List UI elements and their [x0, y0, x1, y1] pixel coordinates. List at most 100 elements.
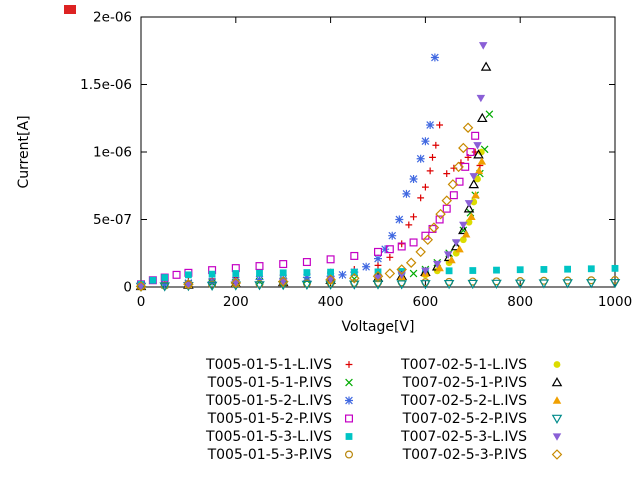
data-point	[398, 240, 406, 248]
data-point	[349, 272, 360, 284]
data-point	[478, 42, 488, 50]
data-point	[409, 238, 418, 247]
data-point	[345, 414, 354, 423]
data-point	[464, 200, 474, 208]
x-tick-label: 1000	[598, 294, 632, 310]
data-point	[459, 236, 467, 244]
data-point	[450, 241, 462, 251]
data-point	[443, 279, 455, 290]
y-tick-label: 0	[123, 280, 132, 296]
data-point	[435, 263, 444, 272]
data-point	[326, 276, 335, 284]
data-point	[551, 414, 563, 424]
data-point	[426, 167, 434, 175]
data-point	[477, 148, 485, 156]
data-point	[447, 255, 456, 264]
data-point	[462, 122, 474, 133]
data-point	[396, 264, 407, 275]
data-point	[135, 281, 147, 292]
legend-item-label: T005-01-5-3-L.IVS	[205, 429, 332, 445]
data-point	[461, 162, 470, 171]
data-point	[463, 203, 475, 213]
data-point	[384, 268, 396, 279]
data-point	[611, 264, 619, 272]
data-point	[441, 195, 452, 206]
data-point	[467, 279, 479, 290]
data-point	[409, 175, 418, 183]
legend-item-label: T007-02-5-3-L.IVS	[400, 429, 527, 445]
data-point	[587, 265, 595, 273]
data-point	[279, 260, 288, 269]
data-point	[350, 268, 358, 276]
data-point	[473, 149, 484, 159]
data-point	[458, 142, 469, 154]
data-point	[345, 378, 353, 387]
data-point	[397, 271, 406, 280]
data-point	[396, 280, 407, 290]
data-point	[362, 262, 371, 271]
data-point	[350, 251, 359, 260]
y-axis-label: Current[A]	[16, 115, 32, 188]
data-point	[443, 170, 451, 177]
data-point	[208, 270, 216, 278]
legend-item-label: T007-02-5-1-P.IVS	[402, 375, 528, 391]
data-point	[277, 276, 289, 287]
data-point	[136, 283, 146, 291]
data-point	[410, 213, 417, 221]
data-point	[493, 266, 500, 274]
data-point	[466, 148, 475, 157]
data-point	[451, 239, 461, 247]
data-point	[172, 270, 181, 279]
x-axis-label: Voltage[V]	[341, 319, 414, 335]
data-point	[160, 280, 169, 289]
legend-item-label: T005-01-5-1-P.IVS	[207, 375, 333, 391]
data-point	[422, 183, 429, 191]
data-point	[231, 279, 241, 288]
data-point	[449, 191, 458, 200]
data-point	[349, 280, 360, 290]
data-point	[230, 277, 242, 289]
data-point	[445, 267, 453, 275]
data-point	[467, 212, 476, 220]
data-point	[453, 161, 464, 173]
data-point	[345, 433, 353, 440]
x-tick-label: 600	[413, 294, 439, 310]
data-point	[420, 280, 431, 290]
data-point	[476, 94, 486, 103]
data-point	[429, 154, 436, 161]
corner-artifact	[64, 5, 76, 14]
data-point	[540, 266, 548, 273]
data-point	[345, 450, 354, 459]
plot-frame	[140, 16, 616, 288]
data-point	[325, 274, 336, 285]
data-point	[232, 270, 240, 277]
data-point	[338, 270, 347, 279]
data-point	[421, 137, 430, 146]
data-point	[397, 242, 406, 251]
data-point	[409, 269, 418, 278]
y-tick-label: 1.5e-06	[80, 77, 132, 93]
x-tick-label: 0	[137, 294, 146, 310]
y-tick-label: 2e-06	[93, 10, 132, 26]
legend-item-label: T007-02-5-1-L.IVS	[400, 357, 527, 373]
data-point	[302, 273, 311, 282]
data-point	[373, 274, 383, 282]
data-point	[255, 262, 264, 271]
data-point	[477, 157, 487, 165]
data-point	[436, 121, 444, 129]
data-point	[465, 218, 473, 226]
data-point	[564, 265, 571, 273]
data-point	[422, 234, 434, 245]
data-point	[552, 433, 562, 441]
data-point	[433, 260, 442, 269]
data-point	[474, 175, 481, 183]
data-point	[458, 224, 469, 235]
data-point	[326, 255, 335, 264]
data-point	[417, 194, 425, 202]
data-point	[184, 281, 193, 290]
data-point	[381, 245, 390, 254]
data-point	[428, 224, 437, 233]
data-point	[552, 396, 562, 404]
data-point	[416, 154, 425, 163]
